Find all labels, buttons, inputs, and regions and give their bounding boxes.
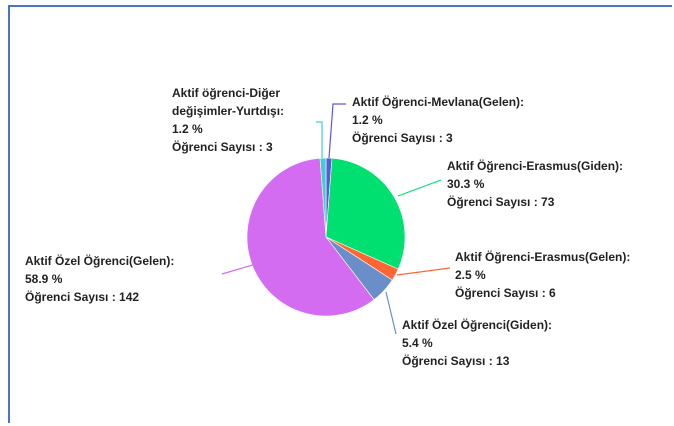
label-count: Öğrenci Sayısı : 3: [172, 140, 273, 154]
label-count: Öğrenci Sayısı : 6: [455, 286, 556, 300]
label-count: Öğrenci Sayısı : 73: [447, 195, 555, 209]
label-name: Aktif Öğrenci-Mevlana(Gelen):: [352, 95, 525, 109]
label-percent: 1.2 %: [352, 113, 383, 127]
frame: [8, 5, 672, 423]
label-name: Aktif Özel Öğrenci(Gelen):: [25, 254, 175, 268]
leader-line: [328, 103, 346, 159]
slice-label: Aktif Öğrenci-Erasmus(Gelen): 2.5 % Öğrenc…: [455, 248, 630, 302]
label-percent: 2.5 %: [455, 268, 486, 282]
label-count: Öğrenci Sayısı : 13: [402, 354, 510, 368]
slice-label: Aktif öğrenci-Diğer değişimler-Yurtdışı:…: [172, 84, 312, 156]
label-name: Aktif Öğrenci-Erasmus(Giden):: [447, 159, 624, 173]
slice-label: Aktif Öğrenci-Mevlana(Gelen): 1.2 % Öğrenc…: [352, 93, 524, 147]
label-percent: 30.3 %: [447, 177, 485, 191]
leader-line: [397, 179, 442, 197]
label-name: Aktif Öğrenci-Erasmus(Gelen):: [455, 250, 631, 264]
slice-label: Aktif Öğrenci-Erasmus(Giden): 30.3 % Öğren…: [447, 157, 623, 211]
label-name: Aktif öğrenci-Diğer değişimler-Yurtdışı:: [172, 86, 285, 118]
pie-slice: [325, 157, 406, 270]
slice-label: Aktif Özel Öğrenci(Giden): 5.4 % Öğrenci S…: [402, 316, 552, 370]
leader-line: [221, 263, 257, 275]
leader-line: [316, 121, 323, 158]
slice-label: Aktif Özel Öğrenci(Gelen): 58.9 % Öğrenci …: [25, 252, 174, 306]
leader-line: [385, 291, 397, 335]
label-percent: 58.9 %: [25, 272, 63, 286]
label-name: Aktif Özel Öğrenci(Giden):: [402, 318, 553, 332]
label-count: Öğrenci Sayısı : 142: [25, 290, 140, 304]
label-percent: 5.4 %: [402, 336, 433, 350]
label-count: Öğrenci Sayısı : 3: [352, 131, 453, 145]
label-percent: 1.2 %: [172, 122, 203, 136]
leader-line: [396, 267, 451, 276]
pie-slice: [319, 157, 327, 238]
